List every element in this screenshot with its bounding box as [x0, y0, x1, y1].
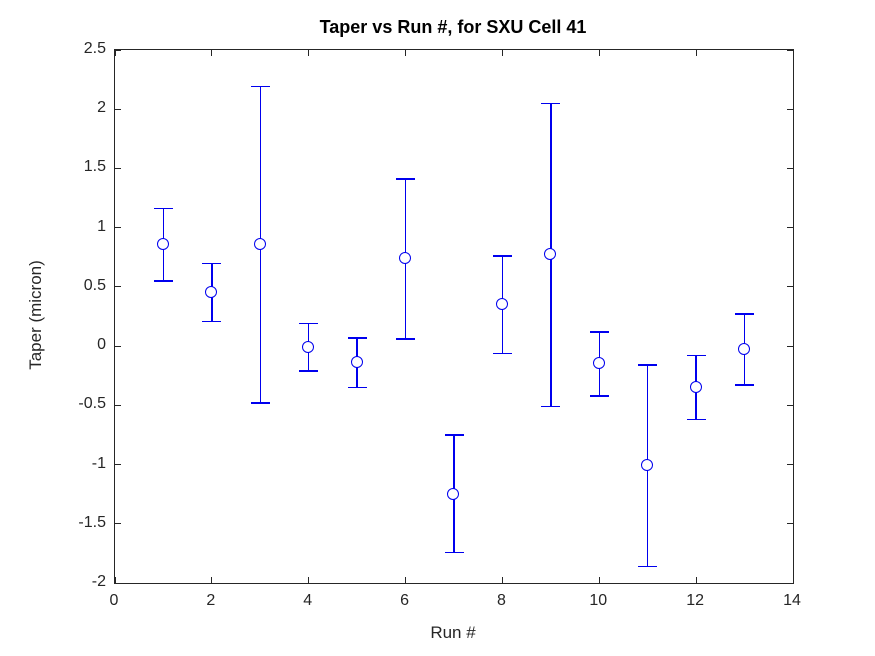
error-bar-cap-top [250, 86, 270, 88]
y-tick [115, 49, 121, 51]
x-tick [405, 577, 407, 583]
error-bar-cap-bottom [250, 402, 270, 404]
error-bar-cap-top [735, 313, 755, 315]
error-bar-cap-top [444, 434, 464, 436]
data-point-marker [641, 459, 654, 472]
error-bar-cap-top [589, 331, 609, 333]
x-tick [695, 577, 697, 583]
error-bar-cap-bottom [299, 370, 319, 372]
error-bar-cap-bottom [686, 418, 706, 421]
y-tick [115, 108, 121, 110]
x-tick-top [308, 50, 310, 56]
y-tick [115, 523, 121, 525]
y-tick-label: 2.5 [83, 40, 106, 57]
data-point-marker [302, 340, 315, 353]
x-tick-label: 6 [400, 592, 410, 609]
y-tick-label: -1 [91, 454, 106, 472]
error-bar-cap-top [492, 255, 512, 257]
x-tick-top [405, 50, 407, 56]
y-tick-right [787, 167, 793, 169]
y-tick-label: -0.5 [78, 395, 106, 413]
data-point-marker [592, 357, 605, 370]
y-tick-label: -2 [91, 573, 106, 590]
error-bar-cap-top [202, 262, 222, 264]
y-tick-right [787, 49, 793, 51]
y-tick-right [787, 227, 793, 229]
x-tick-top [211, 50, 213, 56]
x-tick-label: 14 [783, 592, 801, 609]
y-tick-label: 2 [97, 99, 106, 117]
error-bar-cap-bottom [735, 384, 755, 386]
data-point-marker [205, 286, 218, 299]
error-bar-cap-top [347, 337, 367, 339]
x-tick-label: 12 [686, 592, 705, 609]
error-bar-cap-bottom [492, 352, 512, 354]
x-tick [308, 577, 310, 583]
y-tick [115, 167, 121, 169]
data-point-marker [156, 237, 169, 250]
y-tick-label: 0.5 [83, 276, 106, 294]
error-bar-cap-bottom [444, 551, 464, 553]
x-tick [598, 577, 600, 583]
error-bar-cap-bottom [589, 395, 609, 397]
error-bar-cap-top [299, 322, 319, 325]
x-tick-top [501, 50, 503, 56]
y-tick-right [787, 464, 793, 466]
y-tick-label: -1.5 [78, 513, 106, 531]
error-bar-cap-bottom [202, 320, 222, 322]
y-axis-label: Taper (micron) [26, 260, 45, 370]
y-tick [115, 582, 121, 584]
plot-area [114, 49, 794, 584]
x-tick-label: 8 [496, 592, 506, 609]
data-point-marker [495, 298, 508, 311]
y-tick-label: 1.5 [83, 158, 106, 176]
y-tick [115, 286, 121, 288]
x-axis-label: Run # [430, 623, 476, 642]
y-tick [115, 404, 121, 406]
y-tick-label: 0 [97, 336, 106, 354]
chart-title: Taper vs Run #, for SXU Cell 41 [319, 17, 587, 37]
x-tick [792, 577, 794, 583]
x-tick-label: 4 [303, 592, 313, 609]
data-point-marker [350, 356, 363, 369]
x-tick [501, 577, 503, 583]
error-bar-cap-bottom [638, 565, 658, 568]
x-tick-top [695, 50, 697, 56]
error-bar-cap-bottom [153, 280, 173, 282]
y-tick-label: 1 [97, 217, 106, 235]
y-tick-right [787, 582, 793, 584]
x-tick [114, 577, 116, 583]
y-tick [115, 345, 121, 347]
y-tick-right [787, 404, 793, 406]
x-tick-top [114, 50, 116, 56]
y-tick-right [787, 345, 793, 347]
y-tick [115, 227, 121, 229]
error-bar-cap-top [396, 178, 416, 180]
y-tick-right [787, 108, 793, 110]
data-point-marker [398, 251, 411, 264]
x-tick-label: 10 [589, 592, 608, 609]
error-bar-cap-top [153, 208, 173, 210]
data-point-marker [544, 248, 557, 261]
x-tick-label: 2 [206, 592, 216, 609]
data-point-marker [447, 487, 460, 500]
error-bar-cap-bottom [347, 386, 367, 389]
x-tick-top [598, 50, 600, 56]
data-point-marker [253, 237, 266, 250]
error-bar-cap-top [638, 364, 658, 366]
x-tick-top [792, 50, 794, 56]
data-point-marker [737, 343, 750, 356]
x-tick [211, 577, 213, 583]
error-bar-cap-bottom [396, 338, 416, 340]
y-tick-right [787, 523, 793, 525]
x-tick-label: 0 [109, 592, 119, 609]
y-tick-right [787, 286, 793, 288]
error-bar-cap-bottom [541, 405, 561, 408]
error-bar-cap-top [541, 102, 561, 104]
data-point-marker [689, 380, 702, 393]
error-bar-cap-top [686, 354, 706, 357]
y-tick [115, 464, 121, 466]
